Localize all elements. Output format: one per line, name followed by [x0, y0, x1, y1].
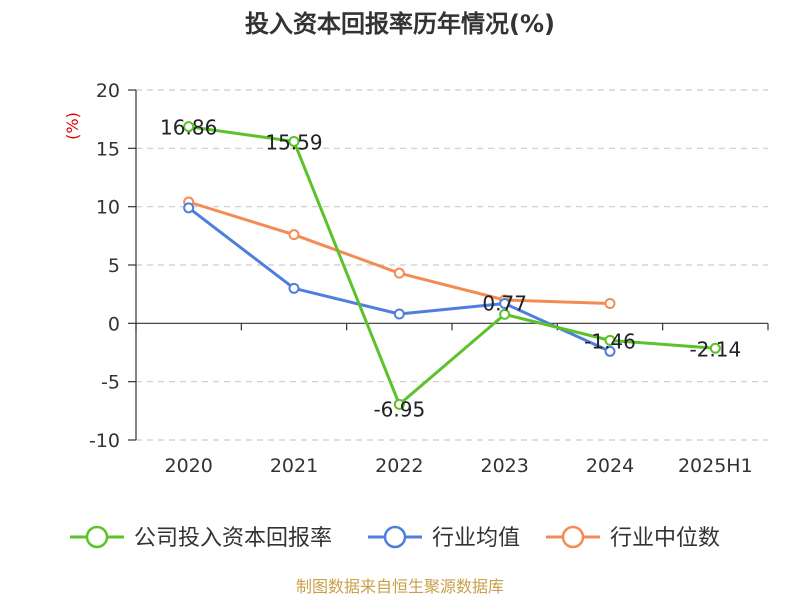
data-point — [709, 342, 721, 354]
data-point — [604, 298, 616, 309]
series-line — [188, 125, 716, 406]
y-axis-unit-label: (%) — [63, 112, 82, 140]
series — [183, 121, 721, 410]
x-tick-label: 2023 — [480, 455, 528, 477]
y-tick-label: 20 — [96, 80, 120, 102]
y-tick-label: 5 — [108, 255, 120, 277]
y-tick-label: -10 — [89, 430, 120, 452]
legend: 公司投入资本回报率 行业均值 行业中位数 — [70, 525, 720, 551]
y-tick-label: 10 — [96, 197, 120, 219]
chart-title: 投入资本回报率历年情况(%) — [245, 10, 555, 38]
data-point — [288, 229, 300, 241]
data-point — [393, 308, 405, 320]
source-note: 制图数据来自恒生聚源数据库 — [296, 577, 504, 596]
legend-marker — [85, 525, 109, 549]
legend-marker — [561, 525, 585, 549]
data-point — [183, 202, 195, 214]
series-line — [187, 206, 611, 353]
legend-label: 行业均值 — [432, 526, 520, 551]
data-label: 0.77 — [482, 291, 527, 315]
data-label: -6.95 — [373, 397, 425, 421]
data-point — [499, 298, 511, 309]
data-label: -1.46 — [584, 329, 636, 353]
legend-label: 行业中位数 — [610, 526, 720, 551]
x-tick-label: 2025H1 — [678, 455, 753, 477]
data-label: 15.59 — [265, 130, 322, 154]
data-point — [183, 121, 195, 133]
data-point — [499, 308, 511, 320]
y-tick-label: -5 — [101, 372, 120, 394]
x-tick-label: 2022 — [375, 455, 423, 477]
series-line — [188, 200, 611, 305]
data-label: 16.86 — [160, 116, 217, 140]
data-point — [288, 282, 300, 294]
legend-marker — [383, 525, 407, 549]
data-label: -2.14 — [689, 337, 741, 361]
x-tick-label: 2020 — [164, 455, 212, 477]
axes: 20 15 10 5 0 -5 -10 2020 2021 2022 2023 2024 2025H1 — [89, 80, 769, 477]
x-tick-label: 2024 — [586, 455, 634, 477]
data-point — [604, 334, 616, 346]
data-point — [393, 267, 405, 279]
legend-label: 公司投入资本回报率 — [134, 526, 332, 551]
data-point — [393, 398, 405, 410]
y-tick-label: 15 — [96, 138, 120, 160]
y-tick-label: 0 — [108, 313, 120, 335]
grid — [136, 89, 768, 441]
data-labels: 16.86 15.59 -6.95 0.77 -1.46 -2.14 — [160, 116, 741, 422]
data-point — [288, 135, 300, 147]
x-tick-label: 2021 — [270, 455, 318, 477]
data-point — [604, 345, 616, 357]
